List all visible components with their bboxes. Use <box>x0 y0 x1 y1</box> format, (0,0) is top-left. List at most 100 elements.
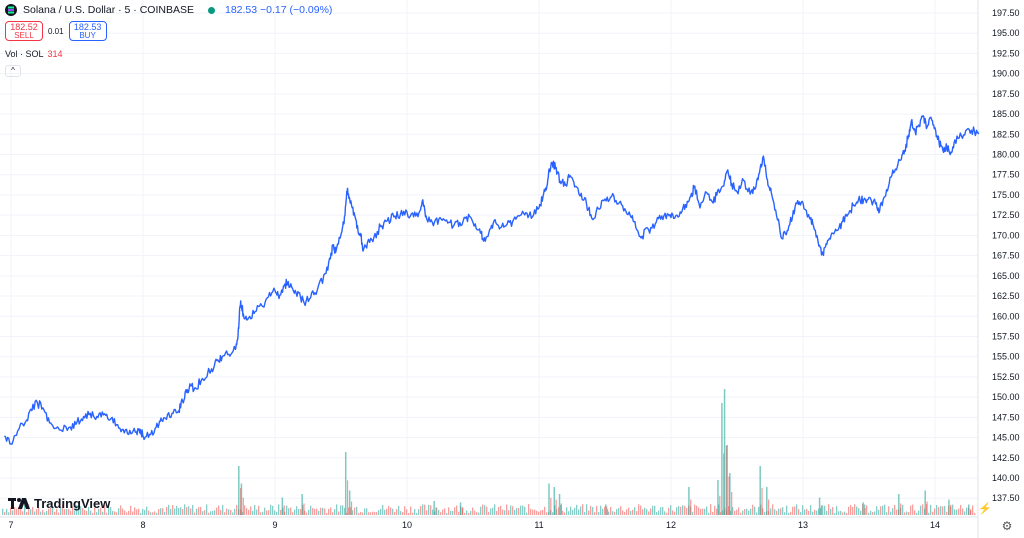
volume-bar <box>590 505 592 515</box>
volume-bar <box>276 511 278 515</box>
volume-bar <box>574 507 576 515</box>
volume-bar <box>112 510 114 515</box>
volume-bar <box>580 506 582 515</box>
volume-bar <box>492 507 494 515</box>
x-tick-label: 10 <box>402 520 412 530</box>
volume-bar <box>336 504 338 515</box>
volume-spike <box>721 403 723 515</box>
volume-bar <box>198 507 200 515</box>
volume-bar <box>232 512 234 515</box>
y-tick-label: 137.50 <box>992 493 1020 503</box>
volume-bar <box>960 504 962 515</box>
volume-bar <box>34 511 36 515</box>
volume-bar <box>720 512 722 515</box>
volume-bar <box>324 508 326 515</box>
volume-spike <box>725 445 727 515</box>
volume-bar <box>694 504 696 515</box>
volume-bar <box>484 505 486 515</box>
volume-bar <box>110 507 112 515</box>
volume-bar <box>60 506 62 515</box>
volume-bar <box>36 508 38 515</box>
volume-bar <box>222 504 224 515</box>
volume-bar <box>932 511 934 515</box>
volume-bar <box>620 506 622 515</box>
volume-bar <box>486 506 488 515</box>
volume-bar <box>796 504 798 515</box>
volume-bar <box>344 507 346 515</box>
volume-bar <box>432 509 434 515</box>
volume-bar <box>824 505 826 515</box>
volume-bar <box>306 512 308 515</box>
volume-bar <box>370 512 372 515</box>
volume-legend[interactable]: Vol · SOL 314 <box>5 49 63 59</box>
volume-bar <box>210 511 212 515</box>
volume-bar <box>542 509 544 515</box>
volume-spike <box>461 508 463 515</box>
buy-button[interactable]: 182.53 BUY <box>68 21 107 41</box>
volume-bar <box>918 510 920 515</box>
volume-bar <box>668 507 670 515</box>
volume-bar <box>260 512 262 515</box>
volume-bar <box>6 509 8 515</box>
volume-bar <box>310 505 312 515</box>
volume-bar <box>148 510 150 515</box>
volume-bar <box>134 507 136 515</box>
symbol-legend[interactable]: Solana / U.S. Dollar · 5 · COINBASE 182.… <box>5 4 332 16</box>
volume-bar <box>630 510 632 515</box>
volume-bar <box>354 507 356 515</box>
volume-bar <box>940 506 942 515</box>
volume-bar <box>786 505 788 515</box>
volume-bar <box>830 508 832 515</box>
volume-bar <box>30 509 32 515</box>
volume-bar <box>954 509 956 515</box>
volume-bar <box>348 507 350 515</box>
volume-bar <box>592 507 594 515</box>
volume-bar <box>872 512 874 515</box>
volume-bar <box>96 512 98 515</box>
volume-bar <box>756 512 758 515</box>
volume-bar <box>666 512 668 515</box>
y-tick-label: 165.00 <box>992 271 1020 281</box>
volume-bar <box>972 505 974 515</box>
volume-value: 314 <box>47 49 63 59</box>
volume-bar <box>704 508 706 515</box>
y-tick-label: 175.00 <box>992 190 1020 200</box>
volume-bar <box>714 505 716 515</box>
volume-bar <box>236 504 238 515</box>
volume-bar <box>340 505 342 515</box>
volume-bar <box>672 510 674 515</box>
volume-bar <box>588 510 590 515</box>
volume-bar <box>332 512 334 515</box>
volume-bar <box>552 512 554 515</box>
solana-icon <box>5 4 17 16</box>
volume-spike <box>820 505 823 515</box>
lightning-icon[interactable]: ⚡ <box>978 503 992 515</box>
symbol-title: Solana / U.S. Dollar · 5 · COINBASE <box>23 4 194 16</box>
volume-bar <box>4 511 6 515</box>
volume-bar <box>702 508 704 515</box>
volume-bar <box>748 510 750 515</box>
tradingview-logo[interactable]: TradingView <box>8 496 110 511</box>
volume-bar <box>316 508 318 515</box>
volume-bar <box>200 506 202 515</box>
volume-bar <box>136 509 138 515</box>
volume-spike <box>690 499 692 515</box>
volume-bar <box>308 509 310 515</box>
sell-button[interactable]: 182.52 SELL <box>5 21 43 41</box>
volume-bar <box>352 510 354 515</box>
volume-bar <box>88 506 90 515</box>
volume-bar <box>878 509 880 515</box>
volume-bar <box>470 510 472 515</box>
volume-bar <box>116 512 118 515</box>
volume-bar <box>390 507 392 515</box>
volume-bar <box>178 508 180 515</box>
volume-bar <box>256 509 258 515</box>
chevron-up-icon[interactable]: ^ <box>5 65 21 77</box>
volume-bar <box>762 508 764 515</box>
volume-bar <box>98 508 100 515</box>
volume-bar <box>836 506 838 515</box>
gear-icon[interactable]: ⚙ <box>1001 519 1013 533</box>
volume-bar <box>804 509 806 515</box>
volume-bar <box>90 510 92 515</box>
